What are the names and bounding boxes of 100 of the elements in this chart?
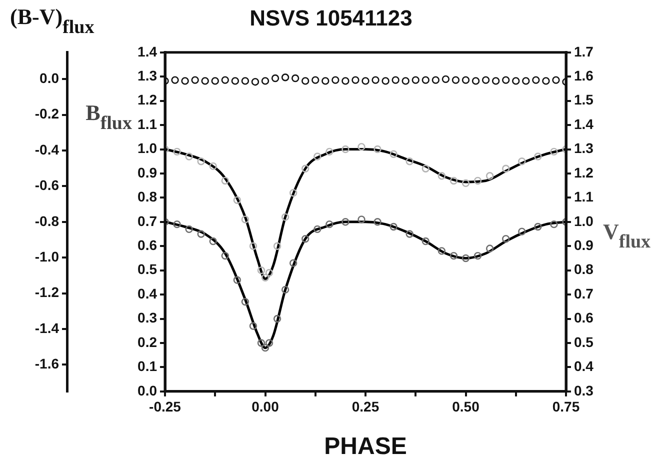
x-tick-label: 0.25 [352, 398, 380, 415]
y2-tick-label: 1.3 [574, 140, 594, 156]
point [534, 152, 542, 160]
point [342, 145, 350, 154]
point [450, 176, 458, 185]
point [281, 286, 290, 294]
point [261, 344, 270, 352]
y2-tick-label: 1.0 [574, 212, 594, 229]
point [289, 188, 298, 197]
point [221, 176, 229, 185]
point [265, 339, 274, 347]
point [314, 225, 322, 234]
point [502, 164, 510, 172]
point [438, 172, 446, 180]
point [406, 158, 414, 166]
y-tick-label: 1.1 [138, 116, 158, 132]
x-tick-label: 0.75 [552, 398, 580, 415]
y2-tick-label: 0.6 [574, 310, 594, 326]
point [233, 196, 242, 204]
point [390, 150, 398, 158]
y-tick-label: 0.0 [138, 382, 158, 398]
y-tick-label: 1.3 [138, 67, 158, 84]
point [241, 298, 250, 306]
y3-tick-label: 0.0 [40, 70, 60, 86]
y-tick-label: 0.6 [138, 236, 158, 253]
y3-tick-label: -1.2 [34, 284, 60, 300]
point [209, 237, 217, 246]
y-tick-label: 1.2 [138, 92, 158, 108]
point [406, 230, 414, 238]
point [257, 266, 266, 274]
point [273, 314, 282, 323]
point [273, 242, 282, 250]
point [534, 222, 542, 231]
y-tick-label: 0.3 [138, 310, 158, 326]
y-tick-label: 1.0 [138, 140, 158, 156]
point [326, 220, 334, 228]
point [209, 162, 217, 170]
point [326, 148, 334, 156]
y2-tick-label: 0.8 [574, 261, 594, 278]
point [173, 148, 181, 156]
point [265, 268, 274, 277]
y2-tick-label: 1.1 [574, 188, 594, 205]
point [257, 339, 266, 347]
point [197, 158, 205, 166]
x-tick-label: 0.00 [252, 398, 280, 415]
point [474, 252, 482, 260]
y3-tick-label: -1.0 [34, 248, 60, 264]
point [302, 164, 310, 172]
y2-tick-label: 0.9 [574, 236, 594, 253]
y2-tick-label: 1.2 [574, 164, 594, 180]
point [390, 222, 398, 231]
y2-tick-label: 0.5 [574, 334, 594, 350]
point [358, 216, 366, 224]
point [342, 218, 350, 226]
y3-tick-label: -1.4 [34, 320, 60, 336]
y2-tick-label: 1.4 [574, 116, 594, 132]
point [486, 172, 494, 180]
point [173, 220, 181, 228]
point [233, 276, 242, 284]
point [422, 237, 430, 246]
point [422, 164, 430, 172]
point [185, 225, 193, 234]
point [249, 242, 258, 250]
point [474, 176, 482, 185]
y-tick-label: 0.1 [138, 358, 158, 374]
y3-tick-label: -0.2 [34, 106, 60, 122]
y2-tick-label: 1.6 [574, 67, 594, 84]
point [281, 213, 290, 221]
y-tick-label: 0.8 [138, 188, 158, 205]
point [462, 254, 470, 262]
point [302, 235, 310, 243]
y3-tick-label: -0.8 [34, 212, 60, 229]
point [197, 230, 205, 238]
y-tick-label: 1.4 [138, 43, 158, 60]
point [518, 228, 526, 236]
y3-tick-label: -0.4 [34, 141, 60, 158]
point [502, 235, 510, 243]
x-axis-title: PHASE [324, 433, 407, 460]
point [185, 152, 193, 160]
y3-tick-label: -0.6 [34, 177, 60, 194]
y3-tick-label: -1.6 [34, 355, 60, 372]
y-tick-label: 0.4 [138, 285, 158, 302]
y2-tick-label: 1.7 [574, 43, 594, 60]
y2-tick-label: 1.5 [574, 92, 594, 108]
point [486, 244, 494, 252]
point [249, 322, 258, 330]
y2-tick-label: 0.7 [574, 285, 594, 302]
x-tick-label: 0.50 [452, 398, 480, 415]
y-tick-label: 0.2 [138, 334, 158, 350]
point [374, 218, 382, 226]
point [550, 220, 558, 228]
x-tick-label: -0.25 [149, 398, 182, 415]
point [462, 179, 470, 188]
point [358, 142, 366, 151]
point [314, 152, 322, 160]
y-tick-label: 0.5 [138, 261, 158, 278]
point [550, 148, 558, 156]
chart-title: NSVS 10541123 [250, 5, 412, 30]
point [241, 216, 250, 224]
y2-tick-label: 0.3 [574, 382, 594, 398]
